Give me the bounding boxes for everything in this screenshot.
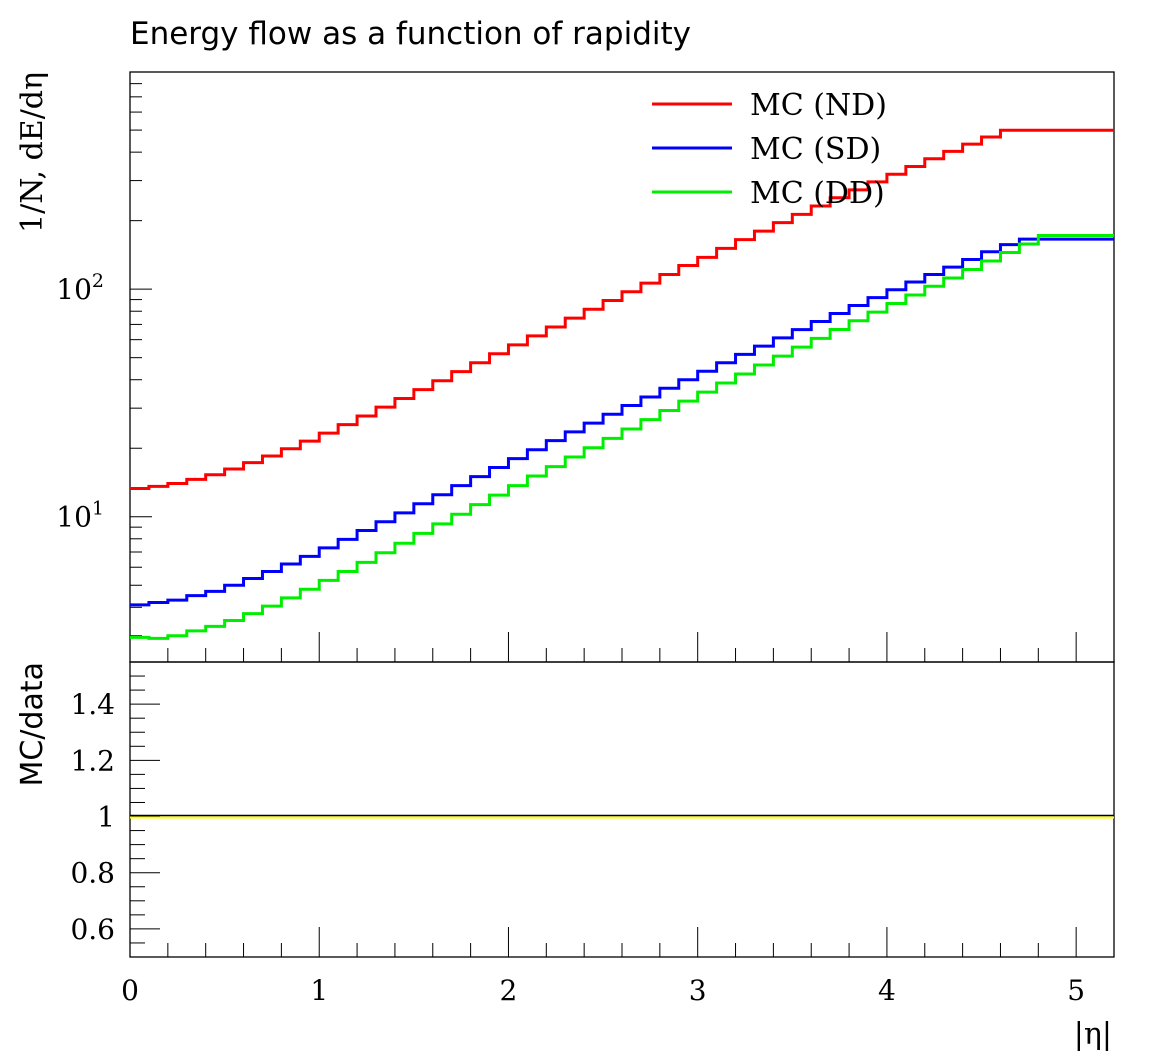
x-axis-label: |η| — [1074, 1017, 1112, 1052]
chart-title: Energy flow as a function of rapidity — [130, 16, 691, 52]
legend: MC (ND) MC (SD) MC (DD) — [652, 88, 887, 211]
ratio-y-tick-label: 0.6 — [70, 913, 115, 946]
ratio-y-tick-label: 1.2 — [70, 744, 115, 777]
ratio-panel: 0.6 0.8 1 1.2 1.4 — [70, 661, 1115, 958]
x-tick-label: 0 — [121, 974, 139, 1007]
legend-label: MC (SD) — [750, 132, 881, 167]
ratio-plot-frame — [129, 661, 1115, 958]
x-axis: 0 1 2 3 4 5 — [121, 974, 1085, 1007]
x-tick-label: 3 — [689, 974, 707, 1007]
series-line-2 — [130, 237, 1114, 607]
ratio-y-tick-label: 1.4 — [70, 688, 115, 721]
main-y-tick-label: 101 — [56, 498, 104, 534]
x-tick-label: 5 — [1067, 974, 1085, 1007]
x-tick-label: 4 — [878, 974, 896, 1007]
main-plot-frame — [129, 71, 1115, 663]
legend-label: MC (ND) — [750, 88, 887, 123]
series-line-1 — [130, 128, 1114, 491]
x-tick-label: 1 — [310, 974, 328, 1007]
ratio-y-axis-label: MC/data — [15, 662, 50, 787]
main-panel: 101 102 — [56, 71, 1115, 663]
x-tick-label: 2 — [500, 974, 518, 1007]
legend-label: MC (DD) — [750, 176, 885, 211]
series-line-3 — [130, 234, 1114, 640]
main-y-tick-label: 102 — [56, 270, 104, 306]
main-y-axis-label: 1/N, dE/dη — [15, 72, 50, 233]
ratio-y-tick-label: 1 — [97, 801, 115, 834]
ratio-y-tick-label: 0.8 — [70, 857, 115, 890]
